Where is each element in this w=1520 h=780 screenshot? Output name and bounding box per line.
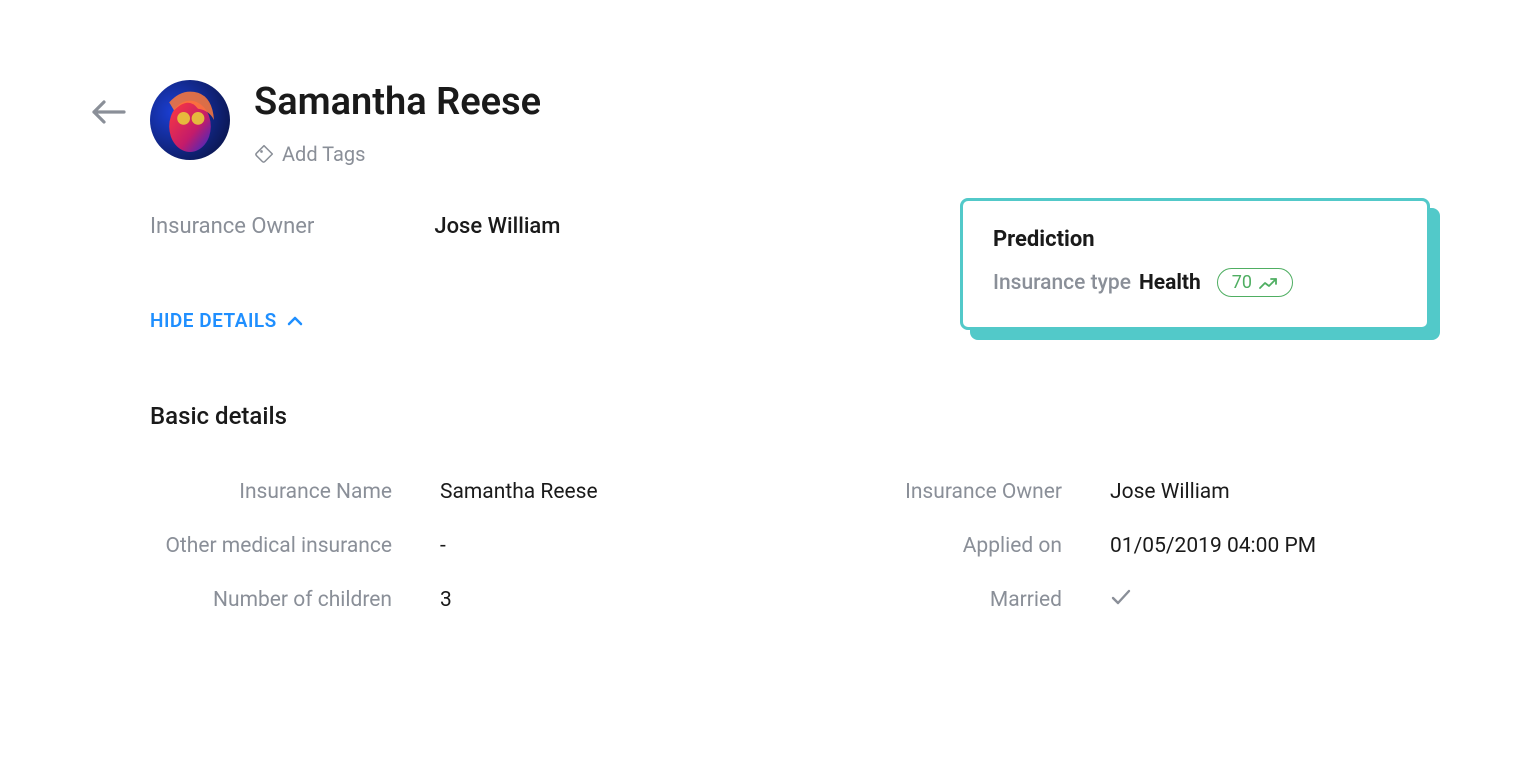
owner-label: Insurance Owner	[150, 214, 314, 239]
avatar	[150, 80, 230, 160]
owner-value: Jose William	[434, 214, 560, 239]
tag-icon	[254, 144, 274, 164]
details-grid: Insurance Name Samantha Reese Insurance …	[90, 480, 1430, 612]
checkmark-icon	[1110, 588, 1132, 612]
detail-value: Samantha Reese	[440, 480, 598, 504]
arrow-left-icon	[90, 98, 126, 126]
chevron-up-icon	[287, 315, 303, 327]
detail-other-medical: Other medical insurance -	[150, 534, 700, 558]
main-row: Insurance Owner Jose William HIDE DETAIL…	[90, 214, 1430, 332]
detail-married: Married	[820, 588, 1370, 612]
prediction-type-label: Insurance type	[993, 271, 1131, 295]
detail-label: Other medical insurance	[150, 534, 440, 558]
prediction-score-pill: 70	[1217, 268, 1293, 297]
title-block: Samantha Reese Add Tags	[254, 80, 541, 166]
add-tags-button[interactable]: Add Tags	[254, 142, 541, 166]
prediction-line: Insurance type Health 70	[993, 268, 1397, 297]
detail-value: 3	[440, 588, 452, 612]
detail-label: Applied on	[820, 534, 1110, 558]
detail-label: Insurance Owner	[820, 480, 1110, 504]
prediction-title: Prediction	[993, 227, 1397, 252]
left-column: Insurance Owner Jose William HIDE DETAIL…	[90, 214, 900, 332]
section-title: Basic details	[90, 402, 1430, 430]
detail-value: 01/05/2019 04:00 PM	[1110, 534, 1316, 558]
back-button[interactable]	[90, 98, 126, 130]
prediction-card: Prediction Insurance type Health 70	[960, 198, 1430, 330]
prediction-type-value: Health	[1139, 271, 1201, 295]
header-row: Samantha Reese Add Tags	[90, 80, 1430, 166]
trend-up-icon	[1258, 276, 1278, 290]
owner-row: Insurance Owner Jose William	[150, 214, 900, 239]
prediction-inner: Prediction Insurance type Health 70	[960, 198, 1430, 330]
detail-label: Married	[820, 588, 1110, 612]
detail-applied-on: Applied on 01/05/2019 04:00 PM	[820, 534, 1370, 558]
detail-label: Number of children	[150, 588, 440, 612]
hide-details-toggle[interactable]: HIDE DETAILS	[150, 309, 900, 332]
detail-insurance-name: Insurance Name Samantha Reese	[150, 480, 700, 504]
detail-num-children: Number of children 3	[150, 588, 700, 612]
add-tags-label: Add Tags	[282, 142, 365, 166]
hide-details-label: HIDE DETAILS	[150, 309, 277, 332]
page-title: Samantha Reese	[254, 80, 541, 124]
detail-value: -	[440, 534, 446, 558]
detail-insurance-owner: Insurance Owner Jose William	[820, 480, 1370, 504]
detail-label: Insurance Name	[150, 480, 440, 504]
prediction-score: 70	[1232, 272, 1252, 293]
detail-value: Jose William	[1110, 480, 1230, 504]
